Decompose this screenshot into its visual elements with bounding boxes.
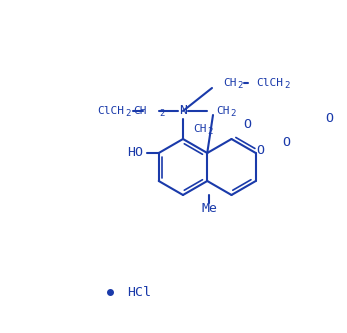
- Text: ClCH: ClCH: [256, 78, 283, 88]
- Text: CH: CH: [134, 106, 147, 116]
- Text: HO: HO: [127, 147, 143, 160]
- Text: ClCH: ClCH: [98, 106, 125, 116]
- Text: N: N: [179, 105, 187, 118]
- Text: 2: 2: [159, 110, 164, 119]
- Text: HCl: HCl: [127, 285, 151, 298]
- Text: 2: 2: [125, 110, 130, 119]
- Text: 2: 2: [284, 82, 289, 91]
- Text: CH: CH: [216, 106, 229, 116]
- Text: CH: CH: [223, 78, 237, 88]
- Text: 2: 2: [207, 128, 212, 137]
- Text: O: O: [282, 137, 290, 150]
- Text: O: O: [244, 119, 252, 132]
- Text: CH: CH: [193, 124, 206, 134]
- Text: O: O: [325, 112, 333, 125]
- Text: 2: 2: [230, 110, 235, 119]
- Text: Me: Me: [201, 202, 217, 215]
- Text: 2: 2: [237, 82, 242, 91]
- Text: O: O: [257, 145, 265, 158]
